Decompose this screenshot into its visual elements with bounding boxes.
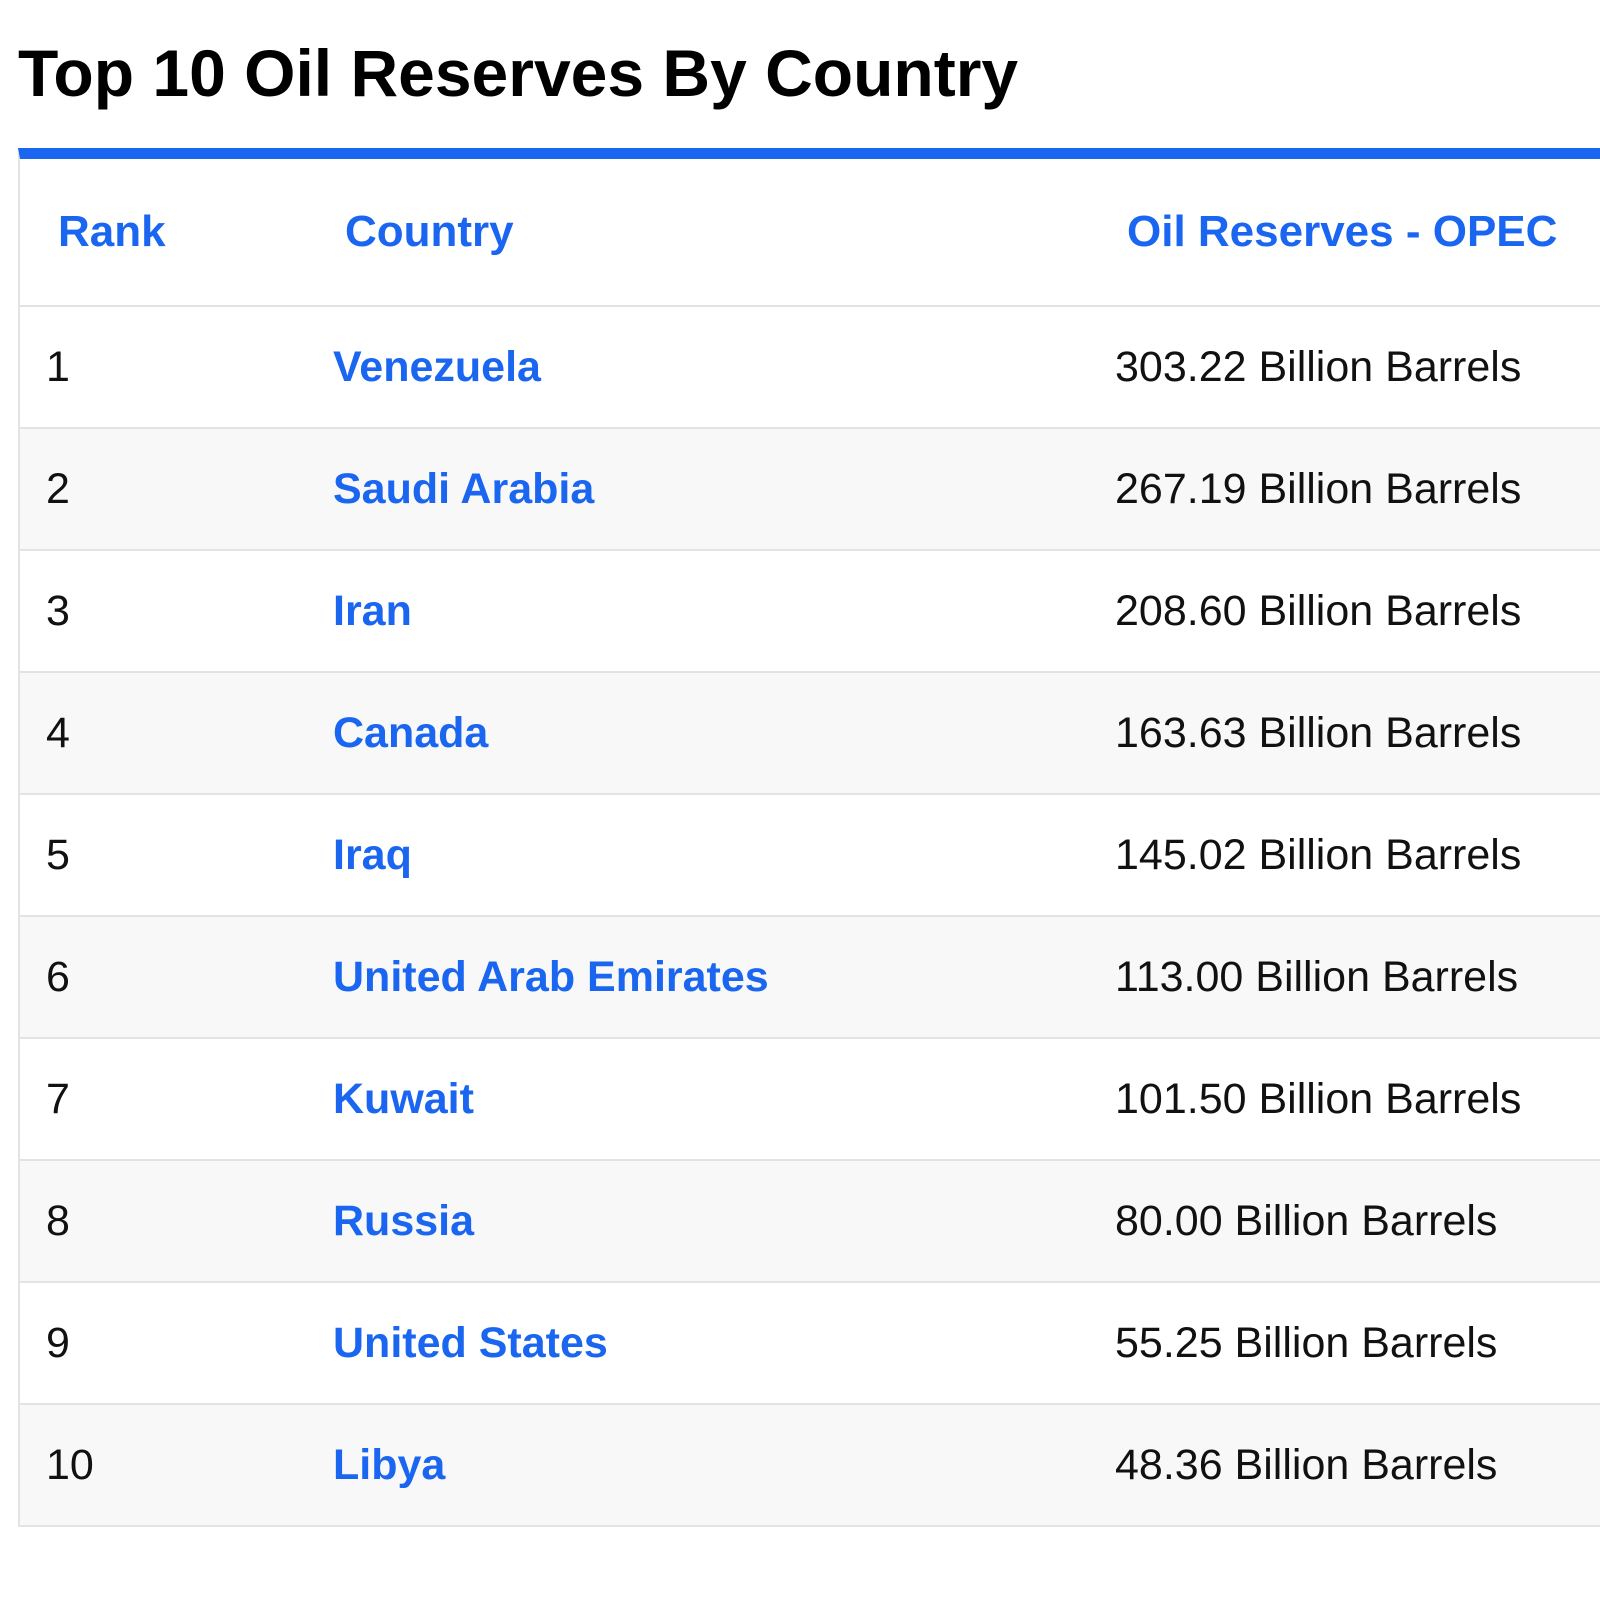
country-link[interactable]: Libya: [333, 1440, 446, 1489]
table-row: 4 Canada 163.63 Billion Barrels: [20, 673, 1600, 795]
table-row: 6 United Arab Emirates 113.00 Billion Ba…: [20, 917, 1600, 1039]
oil-reserves-cell: 145.02 Billion Barrels: [1115, 830, 1522, 879]
oil-reserves-cell: 113.00 Billion Barrels: [1115, 952, 1519, 1001]
rank-cell: 10: [46, 1440, 94, 1489]
column-header-country[interactable]: Country: [345, 207, 514, 256]
column-header-oil-reserves[interactable]: Oil Reserves - OPEC: [1127, 207, 1558, 256]
oil-reserves-cell: 80.00 Billion Barrels: [1115, 1196, 1498, 1245]
oil-reserves-cell: 55.25 Billion Barrels: [1115, 1318, 1498, 1367]
oil-reserves-cell: 267.19 Billion Barrels: [1115, 464, 1522, 513]
rank-cell: 4: [46, 708, 70, 757]
column-header-rank[interactable]: Rank: [58, 207, 166, 256]
oil-reserves-cell: 101.50 Billion Barrels: [1115, 1074, 1522, 1123]
rank-cell: 6: [46, 952, 70, 1001]
oil-reserves-cell: 48.36 Billion Barrels: [1115, 1440, 1498, 1489]
rank-cell: 1: [46, 342, 70, 391]
rank-cell: 2: [46, 464, 70, 513]
rank-cell: 3: [46, 586, 70, 635]
country-link[interactable]: Canada: [333, 708, 489, 757]
rank-cell: 9: [46, 1318, 70, 1367]
table-row: 3 Iran 208.60 Billion Barrels: [20, 551, 1600, 673]
table-header-row: Rank Country Oil Reserves - OPEC: [20, 159, 1600, 307]
table-row: 2 Saudi Arabia 267.19 Billion Barrels: [20, 429, 1600, 551]
oil-reserves-table: Rank Country Oil Reserves - OPEC 1 Venez…: [18, 148, 1600, 1527]
table-row: 8 Russia 80.00 Billion Barrels: [20, 1161, 1600, 1283]
oil-reserves-cell: 303.22 Billion Barrels: [1115, 342, 1522, 391]
country-link[interactable]: Iraq: [333, 830, 412, 879]
table-row: 5 Iraq 145.02 Billion Barrels: [20, 795, 1600, 917]
country-link[interactable]: Kuwait: [333, 1074, 474, 1123]
table-row: 1 Venezuela 303.22 Billion Barrels: [20, 307, 1600, 429]
rank-cell: 7: [46, 1074, 70, 1123]
rank-cell: 8: [46, 1196, 70, 1245]
country-link[interactable]: Saudi Arabia: [333, 464, 595, 513]
table-row: 7 Kuwait 101.50 Billion Barrels: [20, 1039, 1600, 1161]
country-link[interactable]: Venezuela: [333, 342, 541, 391]
table-row: 9 United States 55.25 Billion Barrels: [20, 1283, 1600, 1405]
rank-cell: 5: [46, 830, 70, 879]
country-link[interactable]: Iran: [333, 586, 412, 635]
oil-reserves-cell: 208.60 Billion Barrels: [1115, 586, 1522, 635]
page-title: Top 10 Oil Reserves By Country: [18, 36, 1019, 110]
country-link[interactable]: Russia: [333, 1196, 475, 1245]
table-row: 10 Libya 48.36 Billion Barrels: [20, 1405, 1600, 1527]
country-link[interactable]: United Arab Emirates: [333, 952, 769, 1001]
oil-reserves-cell: 163.63 Billion Barrels: [1115, 708, 1522, 757]
country-link[interactable]: United States: [333, 1318, 608, 1367]
